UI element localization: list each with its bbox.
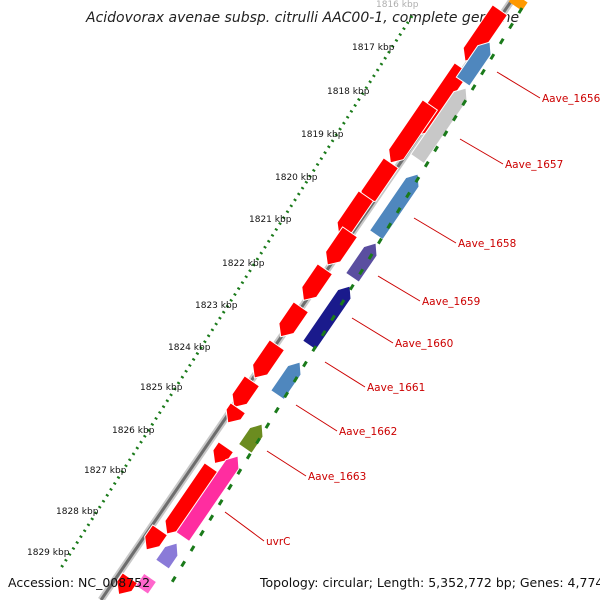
gene-aave-1661[interactable] <box>270 361 302 401</box>
forward-gene-14[interactable] <box>144 524 169 551</box>
inner-marks <box>164 7 524 593</box>
leader-line-uvrc <box>224 511 265 542</box>
reverse-strand-genes <box>136 41 492 594</box>
scale-label-1817-kbp: 1817 kbp <box>352 43 395 53</box>
forward-gene-15[interactable] <box>116 572 139 596</box>
scale-label-1822-kbp: 1822 kbp <box>222 259 265 269</box>
scale-label-1818-kbp: 1818 kbp <box>327 87 370 97</box>
gene-aave-1657[interactable] <box>410 87 468 165</box>
forward-gene-7[interactable] <box>301 263 334 302</box>
forward-strand-genes <box>116 0 528 596</box>
forward-gene-9[interactable] <box>252 339 286 379</box>
label-aave-1656[interactable]: Aave_1656 <box>542 93 600 105</box>
gene-aave-1659[interactable] <box>345 242 378 283</box>
scale-label-1816-kbp: 1816 kbp <box>376 0 419 10</box>
gene-aave-1662[interactable] <box>237 423 264 454</box>
label-uvrc[interactable]: uvrC <box>266 536 291 548</box>
forward-gene-12[interactable] <box>212 441 235 465</box>
forward-gene-3[interactable] <box>388 99 439 164</box>
gene-aave-1663[interactable] <box>175 455 240 543</box>
gene-aave-1658[interactable] <box>368 173 420 241</box>
leader-line-aave-1657 <box>459 138 504 165</box>
leader-line-aave-1660 <box>351 317 394 344</box>
scale-label-1827-kbp: 1827 kbp <box>84 466 127 476</box>
label-aave-1661[interactable]: Aave_1661 <box>367 382 425 394</box>
scale-label-1823-kbp: 1823 kbp <box>195 301 238 311</box>
gene-uvrc[interactable] <box>155 542 179 570</box>
forward-gene-top-orange[interactable] <box>508 0 528 11</box>
leader-line-aave-1663 <box>266 450 307 477</box>
label-aave-1657[interactable]: Aave_1657 <box>505 159 563 171</box>
forward-gene-10[interactable] <box>231 375 261 409</box>
forward-gene-6[interactable] <box>325 226 359 266</box>
scale-label-1821-kbp: 1821 kbp <box>249 215 292 225</box>
leader-line-aave-1658 <box>413 217 457 244</box>
leader-line-aave-1656 <box>496 71 541 99</box>
scale-label-1820-kbp: 1820 kbp <box>275 173 318 183</box>
label-aave-1659[interactable]: Aave_1659 <box>422 296 480 308</box>
forward-gene-8[interactable] <box>278 301 310 338</box>
scale-labels: 1816 kbp 1817 kbp 1818 kbp 1819 kbp 1820 kbp… <box>27 0 419 558</box>
scale-label-1825-kbp: 1825 kbp <box>140 383 183 393</box>
leader-line-aave-1659 <box>377 275 421 302</box>
topology-text: Topology: circular; Length: 5,352,772 bp… <box>259 575 600 590</box>
label-aave-1663[interactable]: Aave_1663 <box>308 471 366 483</box>
scale-label-1828-kbp: 1828 kbp <box>56 507 99 517</box>
scale-label-1819-kbp: 1819 kbp <box>301 130 344 140</box>
label-aave-1662[interactable]: Aave_1662 <box>339 426 397 438</box>
label-aave-1660[interactable]: Aave_1660 <box>395 338 453 350</box>
gene-aave-1656[interactable] <box>455 41 492 87</box>
scale-ruler <box>59 15 414 569</box>
scale-label-1829-kbp: 1829 kbp <box>27 548 70 558</box>
gene-labels: Aave_1656 Aave_1657 Aave_1658 Aave_1659 Aave… <box>224 71 600 548</box>
scale-label-1826-kbp: 1826 kbp <box>112 426 155 436</box>
label-aave-1658[interactable]: Aave_1658 <box>458 238 516 250</box>
gene-bottom-pink[interactable] <box>136 574 156 594</box>
leader-line-aave-1662 <box>295 404 338 432</box>
forward-gene-13[interactable] <box>164 462 221 535</box>
forward-gene-11[interactable] <box>225 402 247 424</box>
genome-title: Acidovorax avenae subsp. citrulli AAC00-… <box>85 10 519 26</box>
accession-text: Accession: NC_008752 <box>8 575 150 590</box>
gene-aave-1660[interactable] <box>302 285 352 351</box>
leader-line-aave-1661 <box>324 361 366 388</box>
scale-label-1824-kbp: 1824 kbp <box>168 343 211 353</box>
